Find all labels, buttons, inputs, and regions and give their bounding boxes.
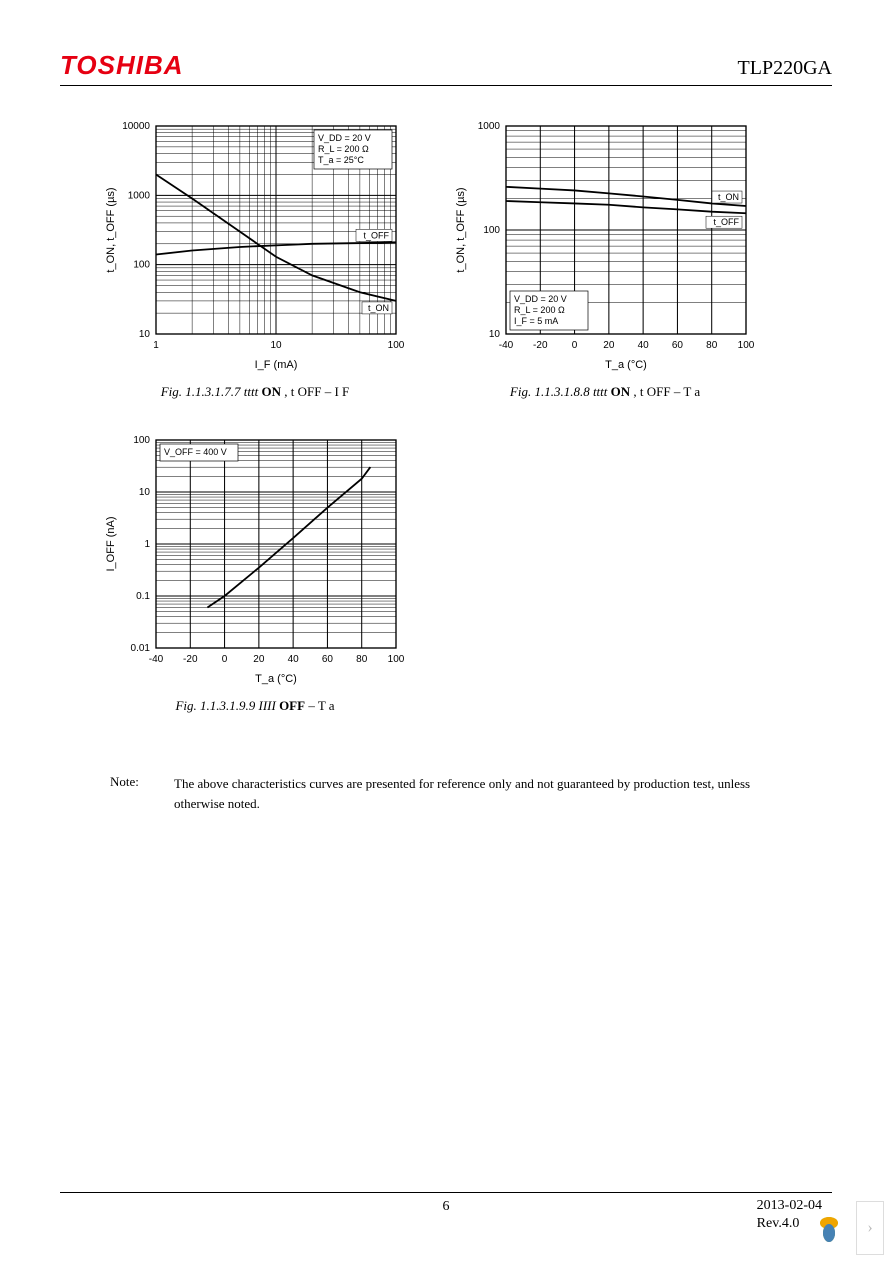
svg-text:100: 100 (133, 435, 150, 446)
note-text: The above characteristics curves are pre… (174, 774, 774, 813)
page-header: TOSHIBA TLP220GA (60, 50, 832, 86)
svg-text:1000: 1000 (478, 121, 501, 132)
brand-logo: TOSHIBA (60, 50, 184, 81)
svg-text:80: 80 (706, 340, 718, 351)
svg-text:R_L = 200 Ω: R_L = 200 Ω (318, 144, 369, 154)
svg-text:0.1: 0.1 (136, 591, 150, 602)
svg-text:0.01: 0.01 (131, 643, 151, 654)
svg-text:t_OFF: t_OFF (713, 217, 739, 227)
svg-text:40: 40 (638, 340, 650, 351)
chart-svg: -40 -20 0 20 40 60 80 100 0.01 0.1 1 10 100 T_a (°C) I… (100, 430, 410, 690)
chart-svg: 11010010100100010000I_F (mA)t_ON, t_OFF … (100, 116, 410, 376)
page: TOSHIBA TLP220GA 11010010100100010000I_F… (0, 0, 892, 1263)
svg-text:1000: 1000 (128, 190, 151, 201)
svg-text:V_DD = 20 V: V_DD = 20 V (318, 133, 371, 143)
chart-fig17: 11010010100100010000I_F (mA)t_ON, t_OFF … (100, 116, 410, 400)
svg-text:100: 100 (483, 225, 500, 236)
svg-text:10: 10 (139, 329, 151, 340)
svg-text:100: 100 (133, 260, 150, 271)
chart-caption: Fig. 1.1.3.1.7.7 tttt ON , t OFF – I F (161, 384, 350, 400)
svg-text:-40: -40 (499, 340, 514, 351)
svg-text:20: 20 (253, 654, 265, 665)
svg-text:T_a (°C): T_a (°C) (605, 359, 647, 371)
svg-text:20: 20 (603, 340, 615, 351)
svg-text:100: 100 (388, 654, 405, 665)
svg-text:10: 10 (139, 487, 151, 498)
charts-grid: 11010010100100010000I_F (mA)t_ON, t_OFF … (100, 116, 832, 714)
svg-text:0: 0 (572, 340, 578, 351)
part-number: TLP220GA (738, 57, 832, 80)
svg-text:10: 10 (489, 329, 501, 340)
svg-text:1: 1 (153, 340, 159, 351)
svg-text:10: 10 (270, 340, 282, 351)
svg-text:I_F (mA): I_F (mA) (255, 359, 298, 371)
chart-caption: Fig. 1.1.3.1.8.8 tttt ON , t OFF – T a (510, 384, 700, 400)
nav-widget: › (808, 1201, 884, 1255)
svg-text:V_DD = 20 V: V_DD = 20 V (514, 294, 567, 304)
svg-text:T_a = 25°C: T_a = 25°C (318, 155, 364, 165)
svg-text:t_OFF: t_OFF (363, 230, 389, 240)
svg-text:I_OFF (nA): I_OFF (nA) (105, 516, 117, 571)
svg-text:0: 0 (222, 654, 228, 665)
chart-caption: Fig. 1.1.3.1.9.9 IIII OFF – T a (175, 698, 334, 714)
svg-text:I_F = 5 mA: I_F = 5 mA (514, 316, 558, 326)
svg-text:100: 100 (738, 340, 755, 351)
svg-text:-20: -20 (533, 340, 548, 351)
svg-text:T_a (°C): T_a (°C) (255, 673, 297, 685)
svg-text:60: 60 (672, 340, 684, 351)
svg-text:V_OFF = 400 V: V_OFF = 400 V (164, 447, 227, 457)
svg-text:-40: -40 (149, 654, 164, 665)
svg-text:R_L = 200 Ω: R_L = 200 Ω (514, 305, 565, 315)
next-page-button[interactable]: › (856, 1201, 884, 1255)
footer-rule (60, 1192, 832, 1193)
note-label: Note: (110, 774, 150, 813)
chart-fig18: -40 -20 0 20 40 60 80 100 10 100 1000 T_a (°C) t_ON,… (450, 116, 760, 400)
svg-text:100: 100 (388, 340, 405, 351)
svg-text:40: 40 (288, 654, 300, 665)
note-row: Note: The above characteristics curves a… (110, 774, 832, 813)
svg-text:1: 1 (144, 539, 150, 550)
svg-text:-20: -20 (183, 654, 198, 665)
svg-text:t_ON, t_OFF (µs): t_ON, t_OFF (µs) (455, 187, 467, 272)
chart-fig19: -40 -20 0 20 40 60 80 100 0.01 0.1 1 10 100 T_a (°C) I… (100, 430, 410, 714)
nav-logo-icon (808, 1207, 850, 1249)
chart-svg: -40 -20 0 20 40 60 80 100 10 100 1000 T_a (°C) t_ON,… (450, 116, 760, 376)
svg-text:t_ON: t_ON (368, 303, 389, 313)
svg-text:t_ON: t_ON (718, 192, 739, 202)
svg-text:t_ON, t_OFF (µs): t_ON, t_OFF (µs) (105, 187, 117, 272)
svg-text:10000: 10000 (122, 121, 150, 132)
svg-text:60: 60 (322, 654, 334, 665)
svg-text:80: 80 (356, 654, 368, 665)
